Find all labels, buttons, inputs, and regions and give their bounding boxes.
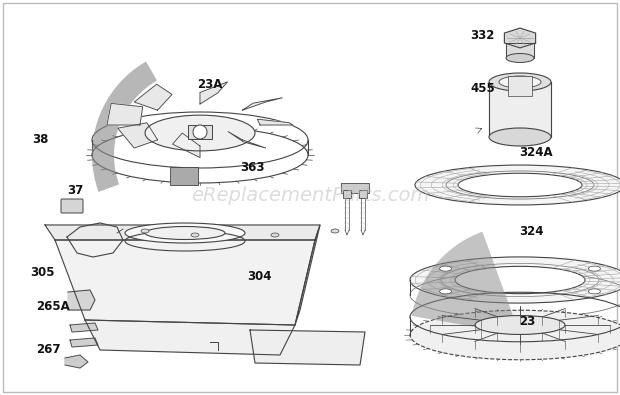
Polygon shape <box>295 225 320 325</box>
Bar <box>343 190 351 198</box>
Ellipse shape <box>506 53 534 62</box>
Polygon shape <box>250 330 365 365</box>
Polygon shape <box>228 132 266 148</box>
Ellipse shape <box>588 289 600 294</box>
Polygon shape <box>65 355 88 368</box>
Polygon shape <box>257 119 293 125</box>
Polygon shape <box>242 98 282 110</box>
Text: 23A: 23A <box>197 79 223 91</box>
Ellipse shape <box>440 266 451 271</box>
Text: 363: 363 <box>241 162 265 174</box>
Ellipse shape <box>489 128 551 146</box>
Circle shape <box>193 125 207 139</box>
Polygon shape <box>489 82 551 137</box>
Ellipse shape <box>458 173 582 197</box>
Polygon shape <box>118 123 157 148</box>
Polygon shape <box>85 320 295 355</box>
Polygon shape <box>506 43 534 58</box>
Polygon shape <box>45 225 320 240</box>
Ellipse shape <box>455 266 585 293</box>
Bar <box>359 190 367 198</box>
Text: 324: 324 <box>520 225 544 237</box>
Polygon shape <box>68 290 95 310</box>
Polygon shape <box>70 338 98 347</box>
Bar <box>188 125 212 139</box>
Text: 37: 37 <box>67 184 83 197</box>
Ellipse shape <box>145 115 255 151</box>
Ellipse shape <box>489 73 551 91</box>
Ellipse shape <box>415 165 620 205</box>
Ellipse shape <box>475 316 565 335</box>
FancyBboxPatch shape <box>61 199 83 213</box>
Polygon shape <box>505 28 536 48</box>
Text: 38: 38 <box>32 133 48 145</box>
Ellipse shape <box>141 229 149 233</box>
Ellipse shape <box>125 223 245 243</box>
Text: 455: 455 <box>470 83 495 95</box>
Text: 23: 23 <box>520 316 536 328</box>
Ellipse shape <box>145 226 225 239</box>
Polygon shape <box>55 240 315 325</box>
Text: 265A: 265A <box>36 300 69 312</box>
Text: 305: 305 <box>30 266 55 279</box>
Text: 304: 304 <box>247 270 272 283</box>
Polygon shape <box>172 133 200 158</box>
Text: 332: 332 <box>470 29 494 42</box>
Bar <box>341 183 369 193</box>
Ellipse shape <box>499 76 541 88</box>
Ellipse shape <box>410 257 620 303</box>
Text: 267: 267 <box>36 343 61 356</box>
Polygon shape <box>200 82 228 104</box>
Polygon shape <box>135 84 172 110</box>
Wedge shape <box>92 62 157 192</box>
Bar <box>170 167 198 185</box>
Ellipse shape <box>331 229 339 233</box>
Wedge shape <box>412 231 520 335</box>
Ellipse shape <box>410 310 620 360</box>
Bar <box>508 76 532 96</box>
Ellipse shape <box>588 266 600 271</box>
Polygon shape <box>70 323 98 332</box>
Text: eReplacementParts.com: eReplacementParts.com <box>191 186 429 205</box>
Text: 324A: 324A <box>520 146 553 158</box>
Ellipse shape <box>191 233 199 237</box>
Ellipse shape <box>440 289 451 294</box>
Polygon shape <box>67 223 123 257</box>
Polygon shape <box>107 103 143 125</box>
Ellipse shape <box>271 233 279 237</box>
